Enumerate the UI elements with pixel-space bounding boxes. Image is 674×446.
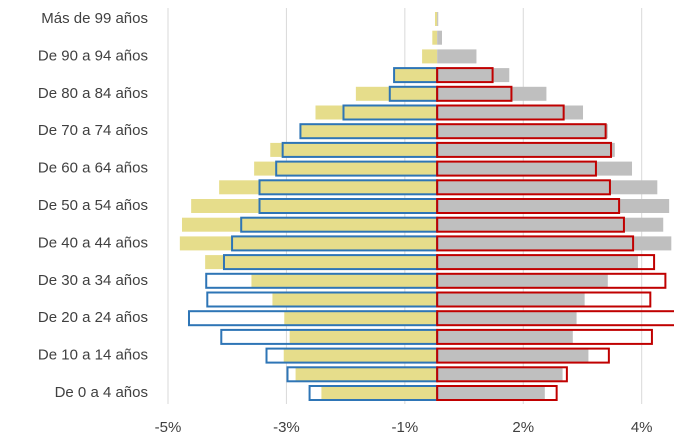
bar	[437, 329, 573, 344]
bar	[437, 161, 633, 176]
bar	[437, 255, 638, 270]
y-tick-label: De 50 a 54 años	[38, 197, 148, 214]
bar	[437, 180, 658, 195]
bar	[437, 217, 664, 232]
bar	[355, 86, 438, 101]
bar	[205, 255, 438, 270]
bar	[437, 348, 589, 363]
bar	[436, 235, 635, 252]
y-tick-label: De 40 a 44 años	[38, 234, 148, 251]
bar	[437, 49, 477, 64]
bar	[254, 161, 438, 176]
bar	[219, 180, 438, 195]
bar	[283, 348, 438, 363]
plot-area	[179, 12, 674, 401]
bar	[437, 236, 672, 251]
x-tick-label: -5%	[155, 419, 182, 436]
bar	[437, 311, 577, 326]
bar	[181, 217, 438, 232]
bar	[436, 198, 621, 214]
y-tick-label: De 80 a 84 años	[38, 85, 148, 102]
bar	[432, 30, 438, 45]
bar	[436, 123, 607, 140]
bar	[437, 68, 510, 83]
bar	[437, 105, 584, 120]
y-tick-label: De 70 a 74 años	[38, 122, 148, 139]
bar	[436, 366, 568, 383]
bar	[191, 199, 438, 213]
bar	[321, 386, 438, 400]
bar	[272, 292, 438, 307]
bar	[295, 367, 438, 382]
bar	[436, 85, 513, 102]
bar	[436, 141, 613, 158]
x-tick-label: 2%	[512, 419, 534, 436]
bar	[436, 291, 652, 308]
bar	[437, 30, 442, 45]
bar	[436, 272, 667, 289]
bar	[394, 68, 438, 83]
bar	[436, 254, 656, 271]
bar	[437, 12, 439, 26]
y-tick-label: De 90 a 94 años	[38, 47, 148, 64]
y-tick-label: De 10 a 14 años	[38, 347, 148, 364]
y-tick-label: De 0 a 4 años	[55, 384, 148, 401]
bar	[437, 292, 585, 307]
bar	[179, 236, 438, 251]
y-tick-label: De 60 a 64 años	[38, 160, 148, 177]
y-tick-label: Más de 99 años	[41, 10, 148, 27]
bar	[436, 310, 674, 327]
bar	[436, 347, 610, 364]
bar	[436, 385, 558, 401]
bar	[300, 124, 438, 139]
bar	[437, 386, 545, 400]
x-tick-label: -3%	[273, 419, 300, 436]
bar	[437, 367, 563, 382]
bar	[436, 67, 494, 84]
bar	[436, 328, 653, 345]
bar	[436, 160, 597, 177]
bar	[251, 273, 438, 288]
x-tick-label: 4%	[631, 419, 653, 436]
bar	[437, 142, 615, 157]
bar	[437, 86, 547, 101]
bar	[437, 273, 608, 288]
bar	[436, 104, 565, 121]
bar	[315, 105, 438, 120]
bar	[437, 124, 608, 139]
bar	[436, 179, 611, 196]
bar	[434, 12, 438, 26]
bar	[270, 142, 438, 157]
y-tick-label: De 20 a 24 años	[38, 309, 148, 326]
bar	[437, 199, 670, 213]
bar	[436, 216, 625, 233]
bar	[422, 49, 438, 64]
y-tick-label: De 30 a 34 años	[38, 272, 148, 289]
bar	[284, 311, 438, 326]
bar	[289, 329, 438, 344]
x-tick-label: -1%	[392, 419, 419, 436]
